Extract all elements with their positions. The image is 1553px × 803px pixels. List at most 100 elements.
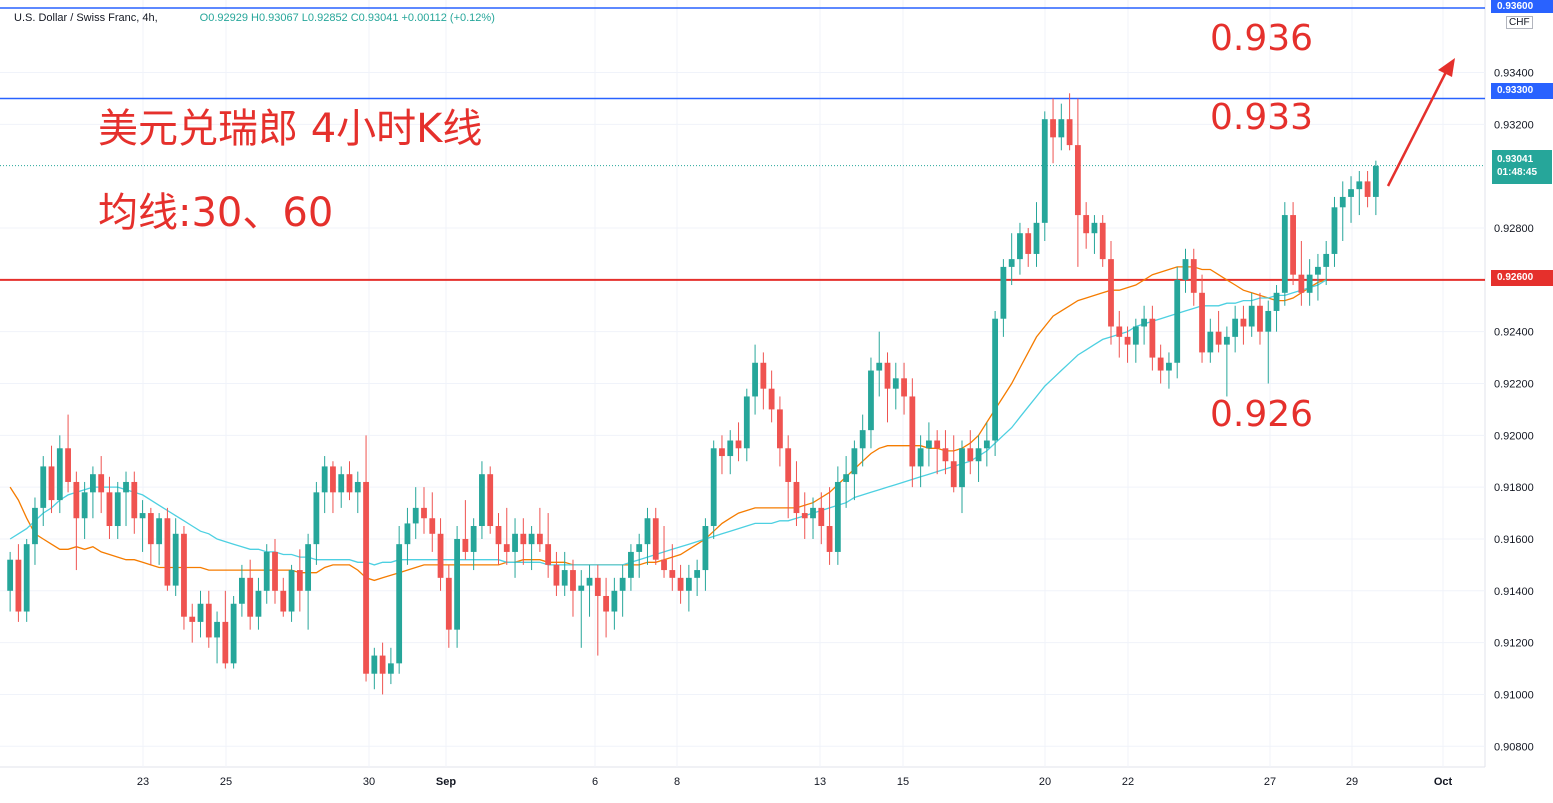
candle [454, 526, 460, 648]
y-tick-label: 0.91200 [1494, 638, 1534, 650]
candle [197, 590, 204, 638]
candle-body [1058, 119, 1065, 138]
candle [1050, 98, 1056, 164]
candle-body [147, 513, 154, 545]
candle [321, 456, 328, 514]
candle [1248, 292, 1255, 337]
candle [81, 481, 88, 539]
candle [1207, 318, 1214, 363]
candle [470, 518, 477, 571]
price-ticks: 0.93400 0.93200 0.92800 0.92400 0.92200 0.920… [1494, 68, 1534, 754]
candle [330, 461, 336, 514]
x-tick-label: 22 [1122, 776, 1134, 788]
candle [1041, 111, 1048, 241]
symbol-name[interactable]: U.S. Dollar / Swiss Franc, 4h, [14, 12, 158, 24]
candle [934, 430, 941, 475]
candle-body [1281, 215, 1288, 293]
candle [263, 544, 270, 604]
candle-body [1323, 253, 1330, 267]
candle-body [396, 544, 403, 664]
candle [205, 590, 212, 648]
moving-averages [9, 266, 1327, 582]
candle [222, 590, 229, 669]
candle [1066, 93, 1073, 151]
candle-body [371, 655, 378, 674]
candle-body [1025, 233, 1032, 254]
x-tick-label: 8 [674, 776, 680, 788]
candle [1008, 233, 1015, 286]
candle [503, 507, 510, 565]
candle-body [1108, 259, 1114, 327]
annotation-subtitle[interactable]: 均线:30、60 [98, 190, 334, 236]
candle [106, 476, 113, 539]
candle-body [1017, 233, 1023, 260]
candle [752, 344, 758, 415]
candle [65, 414, 71, 493]
candle [247, 559, 254, 630]
candle [7, 551, 14, 612]
candle [1339, 181, 1346, 241]
candle [495, 513, 502, 565]
symbol-header: U.S. Dollar / Swiss Franc, 4h, O0.92929 H… [14, 12, 495, 24]
candle [834, 466, 841, 565]
y-tick-label: 0.93400 [1494, 68, 1534, 80]
candle [189, 603, 196, 643]
candle [909, 378, 916, 488]
candle-body [1091, 222, 1098, 234]
candle-body [412, 507, 419, 524]
current-price-tag: 0.93041 01:48:45 [1492, 150, 1552, 184]
candle [230, 595, 237, 669]
candle [181, 526, 187, 630]
candle-body [1298, 274, 1305, 293]
candle-body [926, 440, 932, 449]
candle [437, 518, 444, 591]
candle-body [454, 538, 460, 630]
candle [90, 466, 96, 519]
candle [346, 461, 353, 501]
candle-body [636, 544, 643, 552]
annotation-title[interactable]: 美元兑瑞郎 4小时K线 [98, 106, 483, 152]
annotation-level-926[interactable]: 0.926 [1210, 394, 1314, 435]
candle [1000, 259, 1007, 337]
candle-body [503, 544, 510, 552]
candle [1058, 103, 1065, 151]
candle-body [586, 577, 593, 586]
annotation-level-936[interactable]: 0.936 [1210, 18, 1314, 59]
candle [131, 471, 138, 534]
candle [876, 331, 883, 397]
candle-body [48, 466, 55, 501]
candle [719, 435, 725, 475]
y-tick-label: 0.91800 [1494, 482, 1534, 494]
candle-body [255, 590, 262, 617]
candle-body [652, 518, 659, 560]
candle [611, 577, 618, 630]
candle-body [611, 590, 618, 612]
candle-body [752, 362, 758, 397]
candle [404, 507, 411, 565]
candle [1281, 202, 1288, 306]
candle-body [1265, 310, 1272, 332]
candle-body [1306, 274, 1313, 293]
annotation-level-933[interactable]: 0.933 [1210, 97, 1314, 138]
candle-body [330, 466, 336, 493]
candle-body [1157, 357, 1164, 371]
candle [1074, 98, 1081, 267]
x-tick-label: 13 [814, 776, 826, 788]
candle-body [40, 466, 47, 508]
currency-label[interactable]: CHF [1506, 16, 1533, 29]
candle [363, 435, 369, 682]
candle [926, 422, 932, 467]
candle-body [263, 551, 270, 591]
candle [743, 388, 750, 462]
blue-line-price-tag: 0.93300 [1491, 83, 1553, 99]
candle [777, 396, 783, 467]
candle-body [23, 544, 30, 612]
candle [1372, 160, 1379, 216]
candle-body [65, 448, 71, 482]
candle [967, 430, 974, 475]
candle-body [1000, 266, 1007, 319]
candle-body [743, 396, 750, 449]
candle [901, 362, 907, 415]
